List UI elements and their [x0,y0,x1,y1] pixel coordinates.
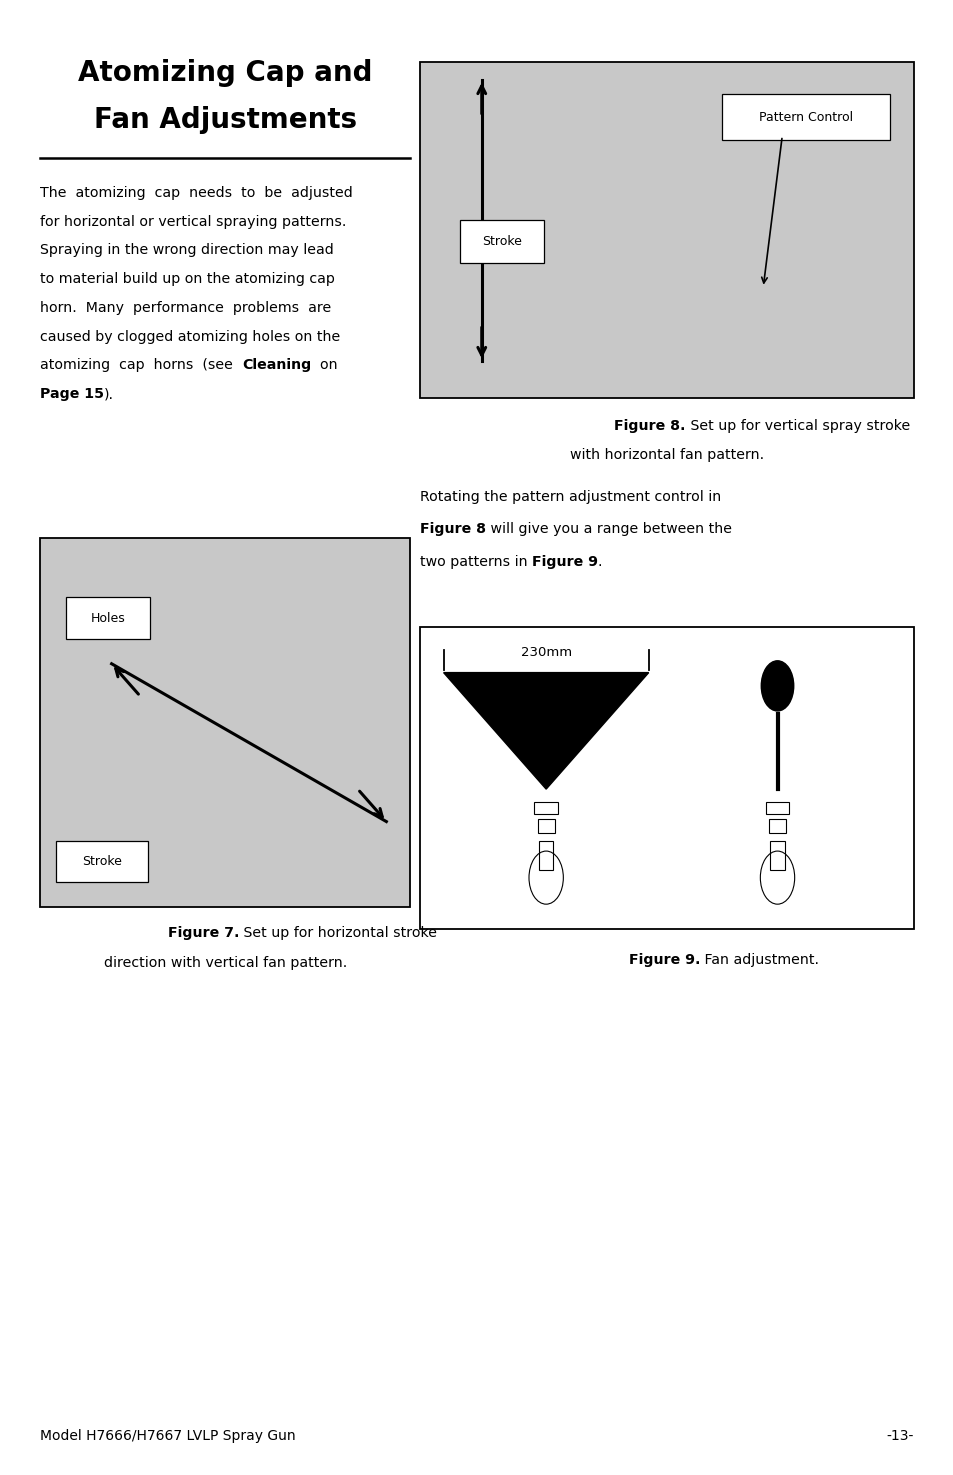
Text: The  atomizing  cap  needs  to  be  adjusted: The atomizing cap needs to be adjusted [40,186,353,199]
Text: .: . [598,555,601,568]
FancyBboxPatch shape [538,841,553,870]
Text: Cleaning: Cleaning [242,358,311,372]
Text: two patterns in: two patterns in [419,555,532,568]
Text: caused by clogged atomizing holes on the: caused by clogged atomizing holes on the [40,330,340,344]
Text: ).: ). [104,386,114,401]
FancyBboxPatch shape [459,220,543,263]
Text: Model H7666/H7667 LVLP Spray Gun: Model H7666/H7667 LVLP Spray Gun [40,1429,295,1443]
Text: Spraying in the wrong direction may lead: Spraying in the wrong direction may lead [40,243,334,257]
Text: two patterns in: two patterns in [419,555,532,568]
Text: Fan adjustment.: Fan adjustment. [700,953,819,966]
FancyBboxPatch shape [764,802,789,814]
FancyBboxPatch shape [721,94,889,140]
Text: -13-: -13- [885,1429,913,1443]
Text: Rotating the pattern adjustment control in: Rotating the pattern adjustment control … [419,490,720,503]
Text: Figure 8: Figure 8 [419,522,485,535]
Text: Stroke: Stroke [481,235,521,248]
Text: Figure 8.: Figure 8. [614,419,685,432]
FancyBboxPatch shape [56,841,148,882]
Text: Holes: Holes [91,612,125,624]
FancyBboxPatch shape [768,819,785,833]
Text: Figure 7.: Figure 7. [168,926,239,940]
Text: Atomizing Cap and: Atomizing Cap and [78,59,372,87]
Text: with horizontal fan pattern.: with horizontal fan pattern. [569,448,763,462]
Polygon shape [443,673,648,789]
Text: will give you a range between the: will give you a range between the [485,522,731,535]
FancyBboxPatch shape [40,538,410,907]
Text: Figure 9: Figure 9 [532,555,598,568]
Text: Figure 9.: Figure 9. [628,953,700,966]
Text: Set up for vertical spray stroke: Set up for vertical spray stroke [685,419,909,432]
FancyBboxPatch shape [770,841,783,870]
FancyBboxPatch shape [534,802,558,814]
Text: Fan Adjustments: Fan Adjustments [93,106,356,134]
FancyBboxPatch shape [537,819,555,833]
Text: direction with vertical fan pattern.: direction with vertical fan pattern. [104,956,346,969]
Text: 230mm: 230mm [520,646,571,659]
Text: for horizontal or vertical spraying patterns.: for horizontal or vertical spraying patt… [40,214,346,229]
Text: atomizing  cap  horns  (see: atomizing cap horns (see [40,358,242,372]
FancyBboxPatch shape [419,627,913,929]
FancyBboxPatch shape [419,62,913,398]
Text: to material build up on the atomizing cap: to material build up on the atomizing ca… [40,271,335,286]
Text: horn.  Many  performance  problems  are: horn. Many performance problems are [40,301,331,314]
Circle shape [760,661,793,711]
Text: Stroke: Stroke [82,855,122,867]
Text: on: on [311,358,337,372]
Text: Pattern Control: Pattern Control [759,111,852,124]
FancyBboxPatch shape [66,597,150,639]
Text: Page 15: Page 15 [40,386,104,401]
Text: Set up for horizontal stroke: Set up for horizontal stroke [239,926,436,940]
